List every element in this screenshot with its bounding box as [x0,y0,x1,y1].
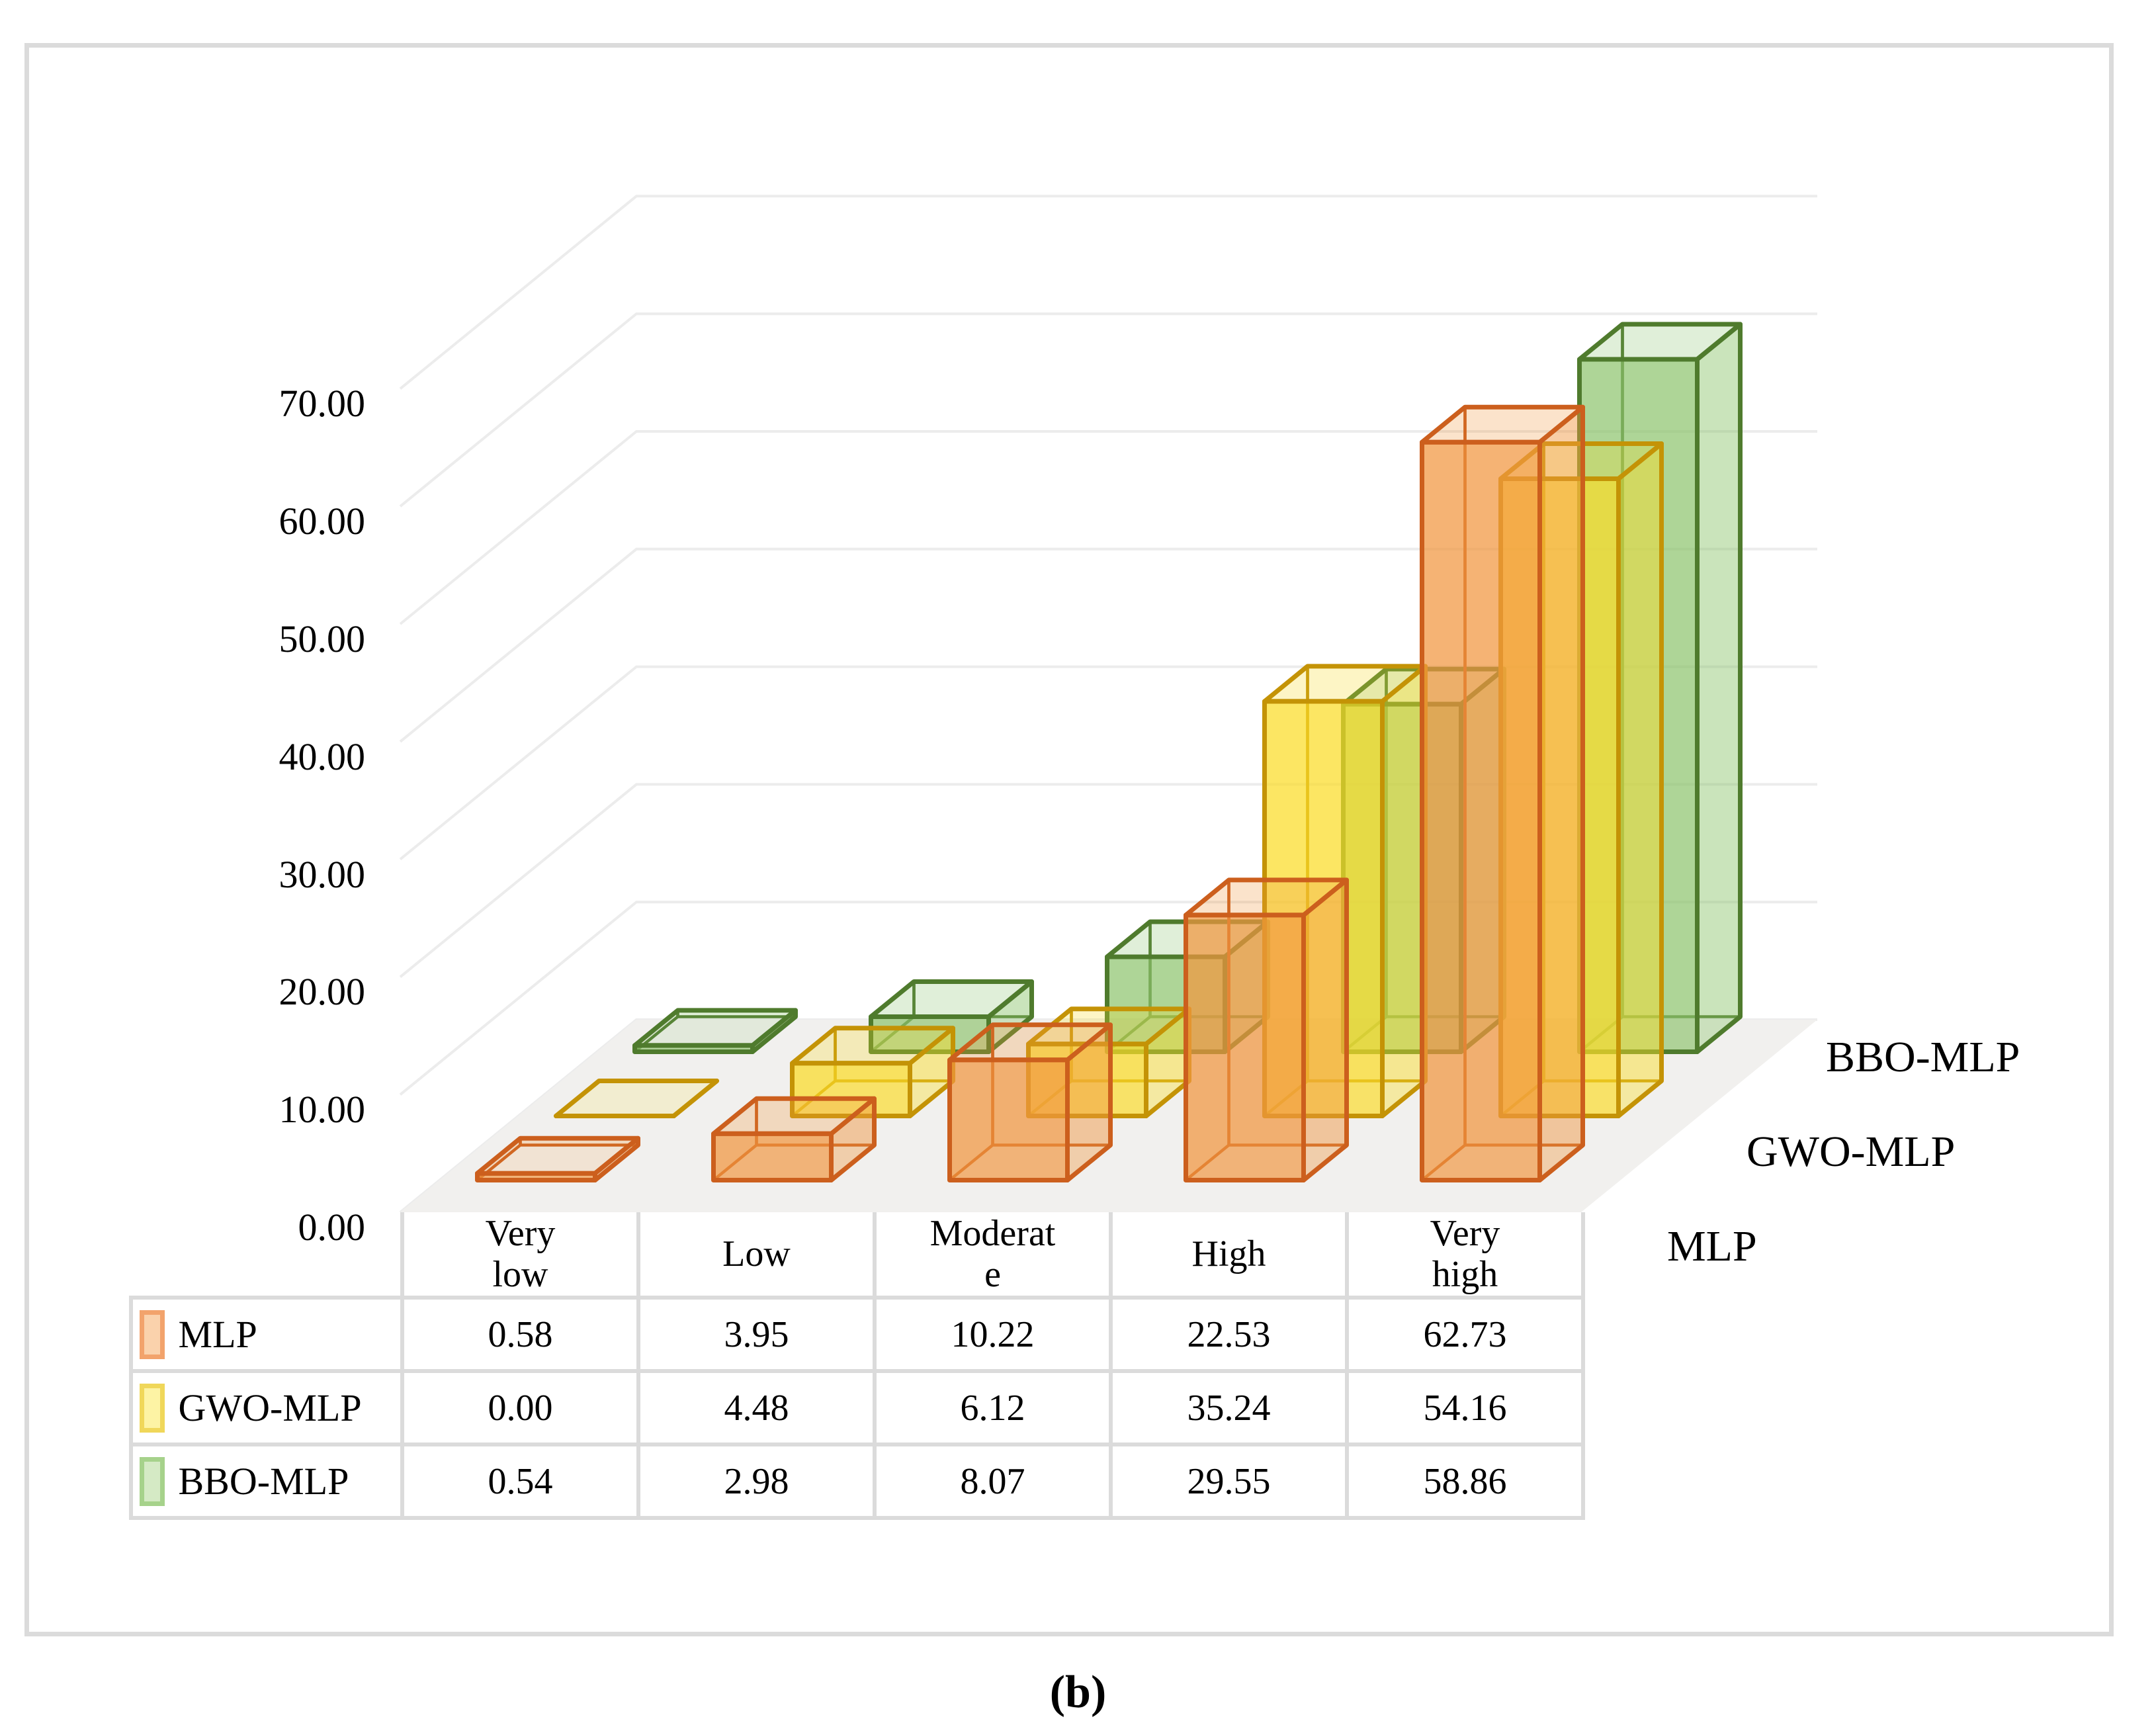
value-cell: 62.73 [1345,1296,1585,1373]
y-tick-30: 30.00 [279,853,366,896]
series-name: MLP [178,1312,257,1356]
series-axis-label-mlp: MLP [1667,1222,1757,1270]
value-cell: 0.00 [400,1369,640,1446]
y-tick-60: 60.00 [279,500,366,543]
y-tick-50: 50.00 [279,617,366,660]
table-corner-cell [131,1212,404,1300]
header-cell-very-high: Very high [1345,1212,1585,1300]
value-cell: 6.12 [873,1369,1113,1446]
series-name: GWO-MLP [178,1386,362,1429]
series-name: BBO-MLP [178,1459,349,1503]
header-line: Moderat [929,1213,1056,1254]
value-cell: 22.53 [1109,1296,1349,1373]
value-cell: 29.55 [1109,1443,1349,1520]
table-row-bbo-mlp: BBO-MLP 0.54 2.98 8.07 29.55 58.86 [129,1443,1585,1520]
header-line: low [492,1254,548,1295]
y-axis-tick-labels: 70.00 60.00 50.00 40.00 30.00 20.00 10.0… [279,382,366,1249]
legend-cell-mlp: MLP [129,1296,404,1373]
data-table: Very low Low Moderat e High Very hig [129,1212,1585,1520]
value-cell: 0.54 [400,1443,640,1520]
gwo-mlp-color-swatch-icon [140,1383,165,1433]
value-cell: 0.58 [400,1296,640,1373]
mlp-color-swatch-icon [140,1310,165,1359]
header-cell-high: High [1109,1212,1349,1300]
figure-border [24,43,2114,1636]
table-row-mlp: MLP 0.58 3.95 10.22 22.53 62.73 [129,1296,1585,1373]
header-line: Very [485,1213,556,1254]
value-cell: 58.86 [1345,1443,1585,1520]
header-cell-low: Low [636,1212,877,1300]
series-axis-label-bbo-mlp: BBO-MLP [1826,1033,2020,1081]
bbo-mlp-color-swatch-icon [140,1456,165,1506]
value-cell: 8.07 [873,1443,1113,1520]
header-line: Very [1430,1213,1500,1254]
table-header-row: Very low Low Moderat e High Very hig [131,1212,1585,1300]
value-cell: 35.24 [1109,1369,1349,1446]
y-tick-20: 20.00 [279,970,366,1013]
y-tick-70: 70.00 [279,382,366,425]
header-line: Low [722,1233,791,1274]
series-axis-label-gwo-mlp: GWO-MLP [1746,1128,1955,1176]
table-row-gwo-mlp: GWO-MLP 0.00 4.48 6.12 35.24 54.16 [129,1369,1585,1446]
value-cell: 3.95 [636,1296,877,1373]
header-line: High [1191,1233,1266,1274]
bars [475,322,1743,1182]
value-cell: 4.48 [636,1369,877,1446]
y-tick-40: 40.00 [279,735,366,778]
header-line: high [1432,1254,1498,1295]
y-tick-10: 10.00 [279,1088,366,1131]
header-line: e [984,1254,1001,1295]
series-axis-labels: MLP GWO-MLP BBO-MLP [1667,1033,2020,1270]
legend-cell-gwo-mlp: GWO-MLP [129,1369,404,1446]
legend-cell-bbo-mlp: BBO-MLP [129,1443,404,1520]
header-cell-very-low: Very low [400,1212,640,1300]
header-cell-moderate: Moderat e [873,1212,1113,1300]
value-cell: 2.98 [636,1443,877,1520]
value-cell: 54.16 [1345,1369,1585,1446]
value-cell: 10.22 [873,1296,1113,1373]
figure-caption: (b) [1049,1667,1107,1718]
